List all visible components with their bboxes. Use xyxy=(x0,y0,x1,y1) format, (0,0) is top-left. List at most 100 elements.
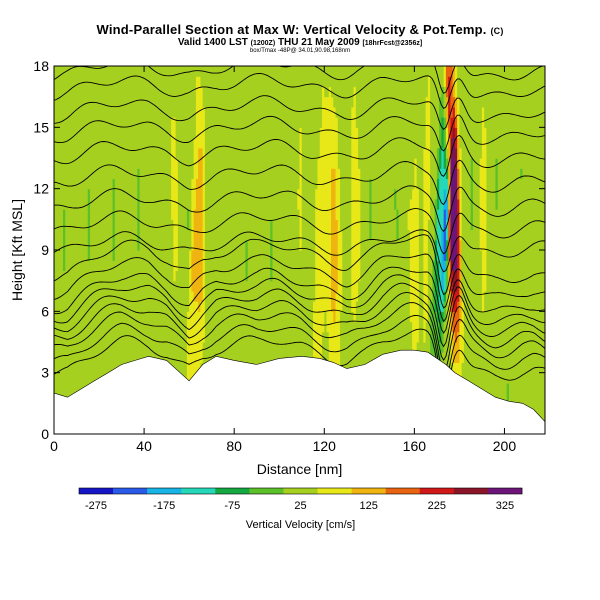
field-cell xyxy=(117,331,120,343)
field-cell xyxy=(168,311,172,323)
field-cell xyxy=(310,301,314,312)
field-cell xyxy=(308,86,312,98)
field-cell xyxy=(67,86,71,98)
field-cell xyxy=(130,168,134,180)
field-cell xyxy=(211,198,215,210)
field-cell xyxy=(317,239,321,251)
field-cell xyxy=(292,209,296,220)
field-cell xyxy=(331,290,334,302)
field-cell xyxy=(63,321,66,333)
field-cell xyxy=(65,382,69,394)
field-cell xyxy=(87,168,91,180)
field-cell xyxy=(362,280,366,292)
field-cell xyxy=(207,290,211,302)
field-cell xyxy=(58,311,62,323)
field-cell xyxy=(130,260,134,272)
field-cell xyxy=(252,96,256,108)
field-cell xyxy=(267,137,271,149)
field-cell xyxy=(301,331,305,343)
field-cell xyxy=(177,290,181,302)
field-cell xyxy=(225,188,229,200)
field-cell xyxy=(101,106,105,118)
field-cell xyxy=(290,158,294,169)
field-cell xyxy=(67,188,71,200)
field-cell xyxy=(270,117,274,128)
field-cell xyxy=(63,290,66,302)
field-cell xyxy=(60,96,64,108)
field-cell xyxy=(198,290,201,302)
field-cell xyxy=(306,188,310,200)
field-cell xyxy=(168,76,172,88)
field-cell xyxy=(362,198,366,210)
field-cell xyxy=(227,106,231,118)
field-cell xyxy=(108,250,111,261)
field-cell xyxy=(218,311,222,323)
field-cell xyxy=(128,321,132,333)
field-cell xyxy=(132,290,136,302)
field-cell xyxy=(58,372,62,384)
field-cell xyxy=(54,86,57,98)
field-cell xyxy=(195,311,199,323)
field-cell xyxy=(193,229,197,241)
field-cell xyxy=(319,117,323,128)
field-cell xyxy=(220,239,224,251)
field-cell xyxy=(78,219,82,231)
field-cell xyxy=(94,96,98,108)
field-cell xyxy=(335,66,339,77)
field-cell xyxy=(218,229,222,241)
field-cell xyxy=(207,250,211,261)
field-cell xyxy=(132,86,136,98)
field-cell xyxy=(180,219,183,231)
field-cell xyxy=(337,311,341,323)
field-cell xyxy=(83,158,87,169)
field-cell xyxy=(207,96,211,108)
field-cell xyxy=(141,66,145,77)
field-cell xyxy=(78,209,82,220)
field-cell xyxy=(267,198,271,210)
field-cell xyxy=(200,352,204,364)
field-cell xyxy=(94,311,98,323)
field-cell xyxy=(324,147,328,159)
field-cell xyxy=(301,321,305,333)
field-cell xyxy=(317,342,321,353)
field-cell xyxy=(306,219,310,231)
field-cell xyxy=(200,158,204,169)
field-cell xyxy=(222,311,226,323)
field-cell xyxy=(310,96,314,108)
field-cell xyxy=(146,96,150,108)
field-cell xyxy=(240,239,244,251)
field-cell xyxy=(328,198,332,210)
field-cell xyxy=(209,158,213,169)
field-cell xyxy=(252,158,256,169)
field-cell xyxy=(222,106,226,118)
field-cell xyxy=(234,239,238,251)
field-cell xyxy=(186,209,190,220)
field-cell xyxy=(337,117,341,128)
field-cell xyxy=(285,66,289,77)
field-cell xyxy=(175,270,179,282)
field-cell xyxy=(245,106,249,118)
field-cell xyxy=(346,321,350,333)
field-cell xyxy=(263,301,267,312)
field-cell xyxy=(267,250,271,261)
field-cell xyxy=(78,229,82,241)
field-cell xyxy=(177,260,181,272)
field-cell xyxy=(81,137,84,149)
field-cell xyxy=(304,188,307,200)
field-cell xyxy=(96,270,100,282)
field-cell xyxy=(128,158,132,169)
field-cell xyxy=(139,321,143,333)
field-cell xyxy=(103,76,107,88)
field-cell xyxy=(74,239,78,251)
field-cell xyxy=(254,219,258,231)
field-cell xyxy=(331,342,334,353)
field-cell xyxy=(313,96,316,108)
field-cell xyxy=(177,352,181,364)
field-cell xyxy=(211,86,215,98)
field-cell xyxy=(249,147,253,159)
field-cell xyxy=(155,321,159,333)
field-cell xyxy=(155,209,159,220)
field-cell xyxy=(121,239,125,251)
field-cell xyxy=(276,147,280,159)
field-cell xyxy=(155,147,159,159)
